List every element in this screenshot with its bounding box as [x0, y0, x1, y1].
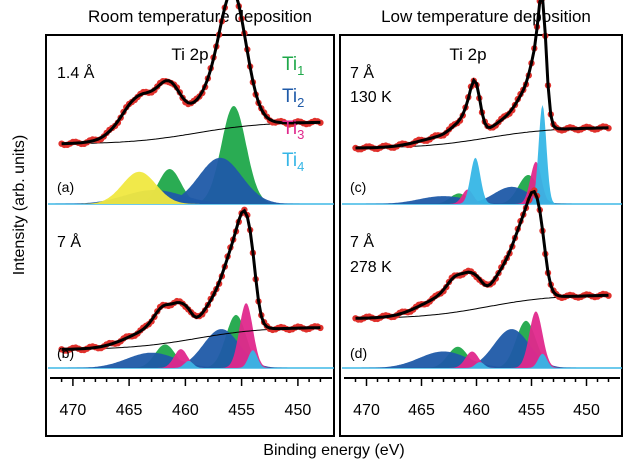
- x-tick-label: 460: [463, 402, 490, 419]
- panel-c-temperature: 130 K: [350, 89, 392, 106]
- panel-d-letter: (d): [350, 345, 367, 361]
- legend-entry-ti2: Ti2: [282, 86, 304, 110]
- component-ti1-2: [124, 169, 215, 204]
- component-ti4-7: [234, 350, 271, 368]
- panel-c-thickness: 7 Å: [350, 63, 374, 82]
- legend-entry-ti1: Ti1: [282, 54, 304, 78]
- panel-d-thickness: 7 Å: [350, 232, 374, 251]
- panel-c-title: Ti 2p: [449, 45, 486, 64]
- component-ti3-6: [445, 351, 499, 368]
- x-tick-label: 465: [116, 402, 143, 419]
- panel-d: [342, 187, 622, 369]
- panel-a: [36, 0, 334, 205]
- component-ti4-7: [524, 353, 561, 368]
- fit-line: [355, 189, 609, 320]
- x-tick-label: 470: [60, 402, 87, 419]
- fit-line: [61, 0, 321, 146]
- y-axis-label: Intensity (arb. units): [11, 135, 28, 276]
- component-ti3-5: [219, 303, 274, 368]
- component-ti4-8: [170, 360, 207, 368]
- component-ti2-4: [346, 351, 541, 368]
- left-frame: [45, 34, 335, 437]
- x-axis-right: 470 465 460 455 450: [344, 377, 620, 419]
- component-ti2-4: [346, 196, 541, 204]
- column-title-room: Room temperature deposition: [88, 7, 312, 26]
- panel-a-thickness: 1.4 Å: [57, 63, 95, 82]
- panel-c-letter: (c): [350, 179, 366, 195]
- component-ti2-3: [441, 186, 583, 204]
- x-tick-label: 450: [573, 402, 600, 419]
- component-ti4-8: [455, 157, 496, 204]
- panel-a-letter: (a): [57, 179, 74, 195]
- column-title-low: Low temperature deposition: [381, 7, 591, 26]
- legend-entry-ti4: Ti4: [282, 150, 304, 174]
- x-tick-label: 455: [518, 402, 545, 419]
- component-ti1-1: [184, 106, 284, 204]
- panel-d-temperature: 278 K: [350, 259, 392, 276]
- component-ti2-3: [149, 329, 294, 368]
- x-tick-label: 465: [408, 402, 435, 419]
- component-ti2-3: [441, 329, 583, 368]
- component-ti4-7: [527, 105, 558, 204]
- panel-c: [342, 0, 622, 205]
- panel-b-thickness: 7 Å: [57, 232, 81, 251]
- component-ti2-4: [52, 352, 251, 368]
- component-ti2-3: [134, 157, 306, 204]
- x-tick-label: 455: [228, 402, 255, 419]
- data-points: [352, 187, 612, 323]
- component-ti4-8: [462, 362, 498, 368]
- x-tick-label: 450: [285, 402, 312, 419]
- fit-line: [355, 0, 609, 150]
- x-tick-label: 470: [353, 402, 380, 419]
- component-ti3-6: [153, 349, 208, 368]
- panel-b-letter: (b): [57, 345, 74, 361]
- component-ti3-5: [509, 311, 563, 368]
- x-tick-label: 460: [172, 402, 199, 419]
- panel-b: [48, 206, 334, 369]
- x-axis-label: Binding energy (eV): [263, 442, 404, 459]
- component-yellow-5: [71, 171, 207, 204]
- right-frame: [339, 34, 623, 437]
- fit-line: [61, 208, 321, 351]
- x-axis-left: 470 465 460 455 450: [50, 377, 332, 419]
- data-points: [58, 206, 324, 354]
- panel-a-title: Ti 2p: [171, 45, 208, 64]
